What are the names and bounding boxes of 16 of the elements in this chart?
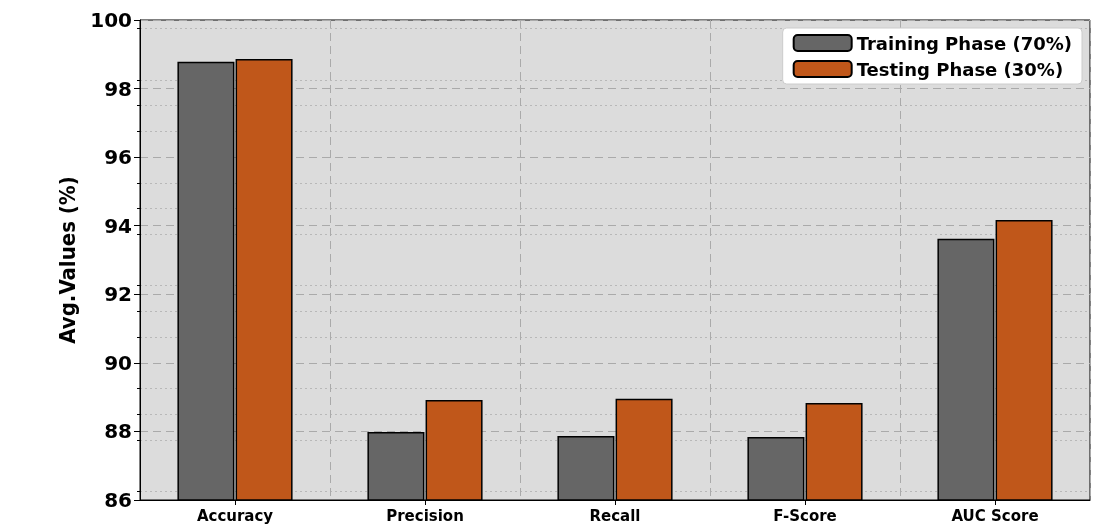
- x-tick-label: Recall: [589, 506, 641, 524]
- x-tick-label: Accuracy: [196, 506, 274, 524]
- y-tick-label: 100: [90, 8, 132, 32]
- y-tick-label: 94: [104, 213, 132, 238]
- y-tick-label: 90: [104, 350, 132, 375]
- y-axis-title: Avg.Values (%): [54, 176, 80, 344]
- legend-label: Training Phase (70%): [856, 32, 1072, 54]
- y-tick-label: 86: [104, 488, 132, 512]
- y-tick-label: 92: [104, 282, 132, 307]
- x-tick-label: AUC Score: [951, 506, 1039, 524]
- y-tick-label: 98: [104, 76, 132, 101]
- x-tick-label: F-Score: [773, 506, 837, 524]
- y-tick-label: 88: [104, 419, 132, 444]
- x-tick-label: Precision: [386, 506, 464, 524]
- y-tick-label: 96: [104, 145, 132, 170]
- legend-label: Testing Phase (30%): [856, 58, 1064, 80]
